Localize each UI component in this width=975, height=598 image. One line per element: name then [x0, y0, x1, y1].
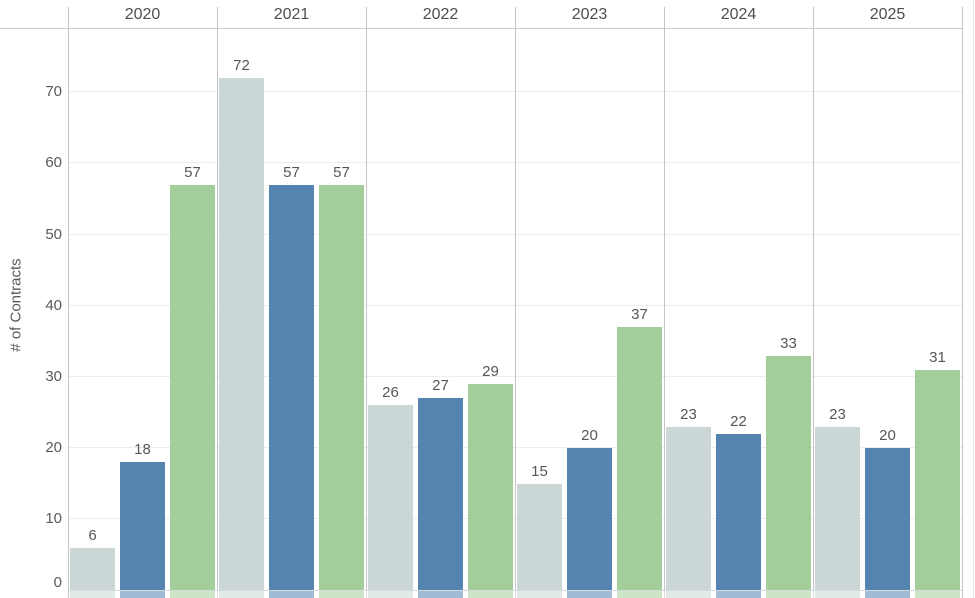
bar-value-label: 57: [184, 163, 201, 181]
bar-group: 23 22 33: [664, 0, 813, 598]
y-tick-label: 60: [45, 154, 62, 172]
y-axis-line: [68, 7, 69, 598]
bar-value-label: 57: [333, 163, 350, 181]
year-header-2020[interactable]: 2020: [124, 6, 161, 23]
bar-series-1-light-gray-2024[interactable]: [666, 426, 711, 598]
pane-divider: [813, 7, 814, 598]
year-pane-2021: 2021 72 57 57: [217, 0, 366, 598]
bar-value-label: 20: [581, 427, 598, 445]
year-header-2024[interactable]: 2024: [720, 6, 757, 23]
header-divider-line: [0, 28, 962, 29]
bar-series-1-light-gray-2021[interactable]: [219, 77, 264, 598]
bar-series-2-blue-2020[interactable]: [120, 462, 165, 598]
pane-divider: [366, 7, 367, 598]
bar-value-label: 27: [432, 377, 449, 395]
bar-series-2-blue-2022[interactable]: [418, 398, 463, 598]
bar-value-label: 20: [879, 427, 896, 445]
bar-value-label: 29: [482, 363, 499, 381]
bar-value-label: 72: [233, 56, 250, 74]
year-pane-2025: 2025 23 20 31: [813, 0, 962, 598]
bar-series-3-green-2020[interactable]: [170, 184, 215, 598]
bar-series-2-blue-2025[interactable]: [865, 448, 910, 598]
y-tick-label: 50: [45, 225, 62, 243]
bar-value-label: 22: [730, 412, 747, 430]
y-tick-label: 30: [45, 367, 62, 385]
y-axis: 0 10 20 30 40 50 60 70: [0, 0, 62, 598]
bar-value-label: 31: [929, 348, 946, 366]
bar-value-label: 23: [829, 405, 846, 423]
pane-divider: [217, 7, 218, 598]
y-tick-label: 10: [45, 510, 62, 528]
bar-series-3-green-2022[interactable]: [468, 384, 513, 598]
bar-series-3-green-2024[interactable]: [766, 355, 811, 598]
year-pane-2020: 2020 6 18 57: [68, 0, 217, 598]
bar-value-label: 15: [531, 462, 548, 480]
bar-series-1-light-gray-2020[interactable]: [70, 547, 115, 598]
bar-series-3-green-2021[interactable]: [319, 184, 364, 598]
bar-value-label: 23: [680, 405, 697, 423]
bar-series-2-blue-2023[interactable]: [567, 448, 612, 598]
year-header-2021[interactable]: 2021: [273, 6, 310, 23]
y-tick-label: 70: [45, 83, 62, 101]
year-pane-2024: 2024 23 22 33: [664, 0, 813, 598]
right-edge-line: [973, 0, 974, 598]
bar-series-3-green-2023[interactable]: [617, 327, 662, 598]
bar-value-label: 6: [88, 526, 97, 544]
bar-value-label: 33: [780, 334, 797, 352]
year-pane-2023: 2023 15 20 37: [515, 0, 664, 598]
bar-series-3-green-2025[interactable]: [915, 369, 960, 598]
bar-value-label: 37: [631, 306, 648, 324]
year-pane-2022: 2022 26 27 29: [366, 0, 515, 598]
bar-series-1-light-gray-2023[interactable]: [517, 483, 562, 598]
y-tick-label: 40: [45, 296, 62, 314]
bar-value-label: 18: [134, 441, 151, 459]
zero-baseline: [69, 590, 962, 598]
bar-series-1-light-gray-2022[interactable]: [368, 405, 413, 598]
bar-value-label: 26: [382, 384, 399, 402]
bar-series-1-light-gray-2025[interactable]: [815, 426, 860, 598]
year-header-2022[interactable]: 2022: [422, 6, 459, 23]
y-tick-label: 0: [53, 574, 62, 591]
bar-group: 23 20 31: [813, 0, 962, 598]
pane-divider: [515, 7, 516, 598]
bar-series-2-blue-2021[interactable]: [269, 184, 314, 598]
y-tick-label: 20: [45, 439, 62, 457]
bar-group: 26 27 29: [366, 0, 515, 598]
bar-value-label: 57: [283, 163, 300, 181]
year-header-2023[interactable]: 2023: [571, 6, 608, 23]
plot-right-border: [962, 7, 963, 598]
bar-group: 72 57 57: [217, 0, 366, 598]
bar-group: 15 20 37: [515, 0, 664, 598]
bar-group: 6 18 57: [68, 0, 217, 598]
pane-divider: [664, 7, 665, 598]
year-header-2025[interactable]: 2025: [869, 6, 906, 23]
bar-series-2-blue-2024[interactable]: [716, 433, 761, 598]
